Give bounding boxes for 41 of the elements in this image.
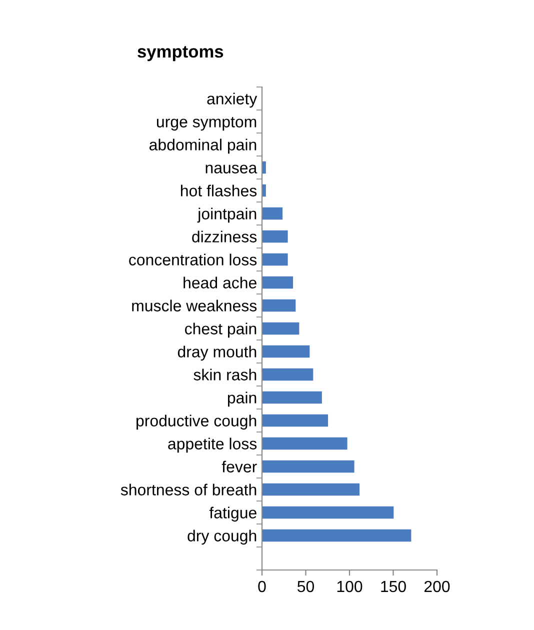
chart-title: symptoms xyxy=(138,46,224,62)
bar xyxy=(262,299,296,312)
bar xyxy=(262,230,288,243)
y-tick-label: urge symptom xyxy=(156,116,256,131)
y-tick-label: head ache xyxy=(184,276,256,288)
y-tick-label: dry cough xyxy=(188,530,256,545)
x-tick-label: 150 xyxy=(381,580,406,592)
y-tick-label: concentration loss xyxy=(129,254,257,266)
y-tick-label: dizziness xyxy=(192,230,257,242)
y-tick-label: shortness of breath xyxy=(120,484,256,496)
y-tick-label: anxiety xyxy=(207,92,258,108)
y-tick-label: appetite loss xyxy=(168,438,257,453)
x-tick-label: 100 xyxy=(337,580,362,592)
bar xyxy=(262,207,283,220)
x-tick-label: 200 xyxy=(424,580,450,592)
bar xyxy=(262,414,328,427)
bar xyxy=(262,529,412,542)
x-tick-label: 50 xyxy=(298,580,314,592)
y-tick-label: hot flashes xyxy=(181,184,257,196)
bar xyxy=(262,345,310,358)
y-tick-label: fever xyxy=(222,460,257,472)
bar xyxy=(262,368,314,381)
y-tick-label: chest pain xyxy=(185,322,256,338)
bar xyxy=(262,460,354,473)
y-tick-label: fatigue xyxy=(209,506,256,522)
bar xyxy=(262,253,288,266)
bar xyxy=(262,506,394,519)
y-tick-label: jointpain xyxy=(197,208,256,223)
bar xyxy=(262,276,294,289)
y-tick-label: nausea xyxy=(206,164,258,174)
y-tick-label: skin rash xyxy=(194,368,256,380)
bar xyxy=(262,391,322,404)
x-tick-label: 0 xyxy=(258,580,266,592)
bar xyxy=(262,322,300,335)
y-tick-label: abdominal pain xyxy=(149,138,256,154)
y-tick-label: muscle weakness xyxy=(132,300,257,312)
y-tick-label: productive cough xyxy=(136,414,256,430)
bar xyxy=(262,437,348,450)
bar xyxy=(262,483,360,496)
y-tick-label: pain xyxy=(228,392,256,407)
y-tick-label: dray mouth xyxy=(178,346,256,361)
